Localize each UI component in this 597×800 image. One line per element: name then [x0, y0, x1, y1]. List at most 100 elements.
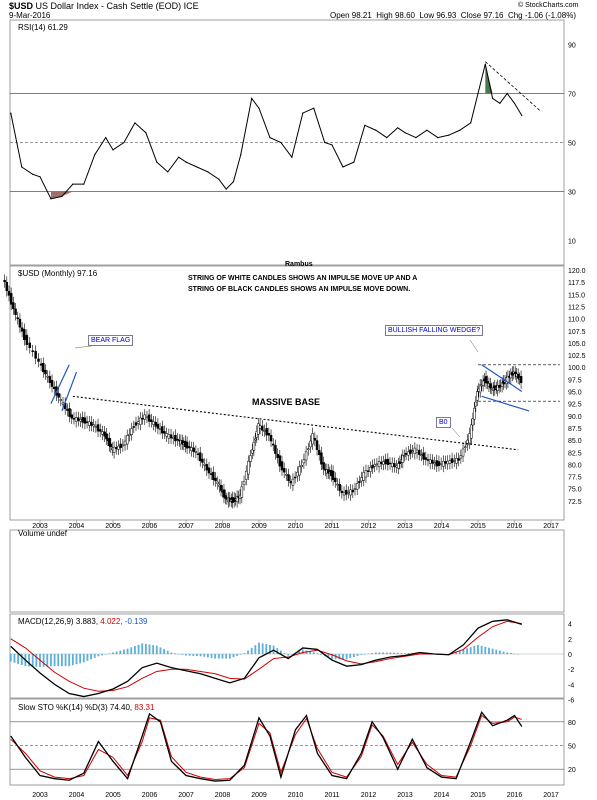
price-candle: [500, 382, 504, 387]
price-candle: [420, 454, 423, 457]
macd-hist-bar: [499, 650, 501, 654]
macd-hist-bar: [126, 648, 129, 654]
macd-hist-bar: [265, 644, 268, 654]
price-candle: [403, 455, 406, 457]
price-candle: [96, 424, 100, 432]
macd-hist-bar: [123, 649, 125, 654]
macd-hist-bar: [64, 654, 67, 667]
price-candle: [121, 444, 125, 447]
rsi-point: [72, 183, 74, 185]
rsi-tick-label: 30: [568, 190, 576, 197]
price-candle: [439, 463, 443, 465]
price-candle: [413, 447, 417, 454]
x-tick-label: 2008: [215, 523, 231, 530]
rsi-tick-label: 10: [568, 239, 576, 246]
price-candle: [516, 373, 520, 379]
price-candle: [9, 293, 13, 305]
macd-hist-bar: [239, 654, 242, 655]
price-candle: [252, 441, 256, 451]
macd-hist-bar: [155, 645, 158, 654]
price-candle: [254, 438, 257, 441]
rsi-point: [61, 195, 63, 197]
price-candle: [88, 421, 91, 426]
x-tick-label: 2016: [507, 523, 523, 530]
macd-hist-bar: [378, 652, 381, 654]
rsi-point: [156, 161, 158, 163]
price-candle: [205, 464, 209, 471]
macd-hist-bar: [509, 653, 512, 654]
rsi-point: [134, 122, 136, 124]
x-tick-label-bottom: 2004: [69, 792, 85, 799]
price-candle: [125, 435, 129, 445]
rsi-tick-label: 50: [568, 141, 576, 148]
signal-value: 4.022,: [100, 617, 123, 626]
macd-hist-bar: [53, 654, 56, 667]
price-candle: [313, 437, 317, 441]
macd-hist-bar: [177, 654, 180, 655]
macd-hist-bar: [236, 654, 238, 656]
price-candle: [7, 291, 11, 296]
price-candle: [163, 431, 166, 434]
x-tick-label-bottom: 2009: [251, 792, 267, 799]
price-candle: [457, 458, 460, 461]
macd-hist-bar: [13, 654, 16, 663]
rsi-line: [10, 63, 523, 200]
rsi-point: [313, 107, 315, 109]
price-candle: [171, 437, 175, 439]
macd-hist-bar: [506, 652, 509, 654]
x-tick-label-bottom: 2006: [142, 792, 158, 799]
macd-hist-bar: [462, 649, 465, 654]
price-candle: [42, 363, 45, 373]
price-candle: [393, 463, 396, 467]
x-tick-label-bottom: 2003: [32, 792, 48, 799]
macd-hist-bar: [57, 654, 60, 667]
price-candle: [411, 450, 414, 453]
price-candle: [371, 465, 374, 469]
rsi-point: [269, 137, 271, 139]
price-candle: [519, 376, 523, 384]
macd-hist-bar: [491, 648, 494, 654]
macd-hist-bar: [112, 652, 114, 654]
rsi-point: [353, 161, 355, 163]
price-candle: [353, 488, 357, 490]
price-candle: [446, 460, 449, 465]
macd-hist-bar: [469, 647, 472, 654]
panel-frame: [9, 265, 565, 521]
price-candle: [398, 461, 402, 464]
price-candle: [358, 481, 361, 483]
macd-hist-bar: [480, 645, 483, 654]
macd-hist-bar: [82, 654, 85, 663]
price-candle: [108, 437, 111, 446]
rsi-label: RSI(14) 61.29: [18, 23, 68, 32]
price-candle: [428, 459, 432, 464]
macd-tick-label: -6: [568, 698, 574, 705]
x-tick-label-bottom: 2007: [178, 792, 194, 799]
macd-hist-bar: [42, 654, 45, 667]
price-candle: [276, 453, 279, 458]
rsi-point: [196, 166, 198, 168]
price-candle: [267, 433, 271, 436]
rsi-point: [484, 63, 486, 65]
price-candle: [34, 350, 37, 359]
macd-hist-bar: [159, 647, 162, 654]
macd-hist-bar: [79, 654, 82, 664]
price-candle: [66, 409, 69, 411]
macd-hist-bar: [283, 653, 286, 654]
price-candle: [409, 449, 412, 454]
rsi-point: [291, 156, 293, 158]
price-candle: [263, 430, 266, 432]
price-tick-label: 107.5: [568, 329, 586, 336]
macd-tick-label: 4: [568, 622, 572, 629]
price-candle: [486, 381, 489, 384]
price-tick-label: 100.0: [568, 365, 586, 372]
price-candle: [470, 424, 473, 439]
bear-flag-label: BEAR FLAG: [88, 335, 134, 346]
macd-hist-bar: [287, 654, 290, 656]
macd-hist-bar: [20, 654, 23, 666]
price-candle: [258, 425, 262, 429]
price-candle: [209, 473, 213, 475]
price-candle: [249, 455, 252, 462]
price-candle: [382, 461, 385, 465]
price-candle: [101, 431, 104, 435]
macd-hist-bar: [188, 654, 191, 656]
